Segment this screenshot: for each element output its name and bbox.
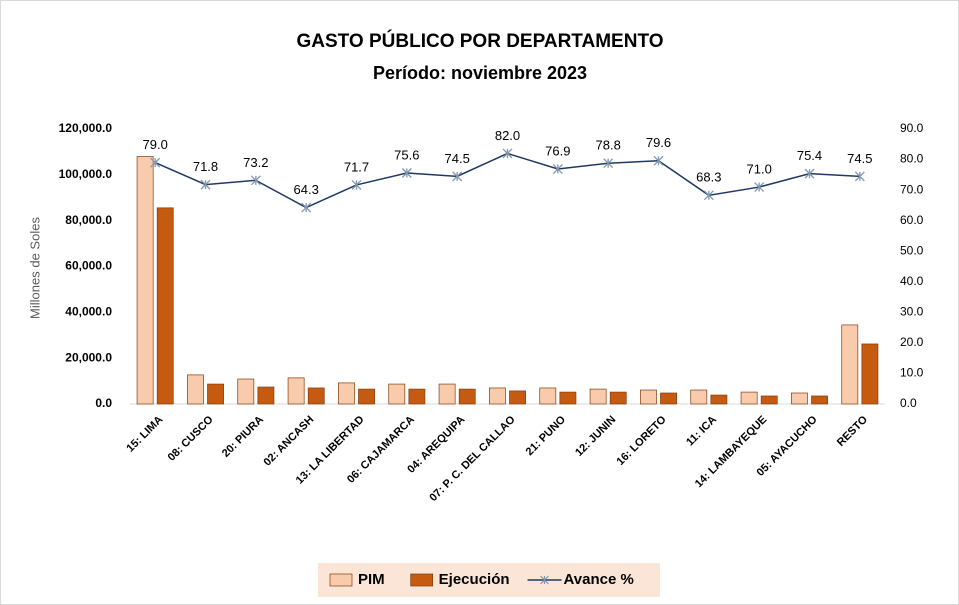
chart-subtitle: Período: noviembre 2023 (373, 63, 587, 83)
bar (257, 386, 275, 405)
y2-tick-label: 0.0 (900, 396, 917, 410)
bar (509, 390, 526, 405)
marker (703, 190, 714, 201)
y2-tick-label: 30.0 (900, 305, 924, 319)
y-tick-label: 20,000.0 (65, 350, 112, 364)
bar (791, 392, 808, 405)
legend-label: Avance % (564, 571, 634, 588)
data-label: 79.6 (646, 135, 671, 150)
marker (452, 171, 463, 182)
marker (603, 158, 614, 169)
y-tick-label: 80,000.0 (65, 213, 112, 227)
marker (401, 168, 412, 178)
bar (187, 374, 204, 405)
y2-tick-label: 20.0 (900, 335, 924, 349)
data-label: 73.2 (243, 155, 268, 170)
y2-tick-label: 10.0 (900, 366, 924, 380)
bar (207, 383, 224, 405)
bar (489, 387, 506, 405)
marker (250, 175, 261, 186)
bar (539, 387, 557, 405)
y2-tick-label: 90.0 (900, 121, 924, 135)
chart-title: GASTO PÚBLICO POR DEPARTAMENTO (296, 30, 663, 52)
y2-tick-label: 40.0 (900, 274, 924, 288)
bar (338, 382, 355, 405)
y-tick-label: 40,000.0 (65, 305, 112, 319)
marker (150, 157, 161, 168)
bar (589, 388, 607, 405)
data-label: 64.3 (294, 182, 319, 197)
bar (237, 378, 255, 405)
data-label: 76.9 (545, 143, 570, 158)
y-tick-label: 100,000.0 (59, 167, 113, 181)
y-tick-label: 120,000.0 (59, 121, 113, 135)
bar (136, 156, 154, 405)
legend-marker (540, 575, 549, 585)
bar (640, 389, 657, 405)
legend-label: Ejecución (439, 571, 510, 588)
bar (760, 395, 778, 405)
data-label: 68.3 (696, 170, 721, 185)
data-label: 71.0 (747, 161, 772, 176)
data-label: 82.0 (495, 128, 520, 143)
bar (307, 387, 325, 405)
y2-tick-label: 70.0 (900, 182, 924, 196)
bar (156, 207, 174, 405)
data-label: 79.0 (143, 137, 168, 152)
bar (358, 388, 375, 405)
bar (861, 343, 879, 405)
data-label: 78.8 (596, 138, 621, 153)
marker (653, 155, 664, 166)
marker (301, 202, 312, 213)
marker (351, 179, 362, 190)
data-label: 75.6 (394, 147, 419, 162)
marker (754, 182, 765, 193)
bar (609, 391, 627, 405)
bar (740, 391, 758, 405)
data-label: 75.4 (797, 148, 822, 163)
y2-tick-label: 80.0 (900, 152, 924, 166)
bar (458, 388, 476, 405)
marker (854, 171, 865, 182)
data-label: 71.7 (344, 159, 369, 174)
bar (438, 383, 456, 405)
bar (690, 389, 708, 405)
bar (408, 388, 426, 405)
legend-swatch (410, 573, 434, 587)
marker (200, 179, 211, 190)
marker (804, 168, 815, 179)
legend-background (318, 563, 660, 597)
y-tick-label: 60,000.0 (65, 259, 112, 273)
data-label: 74.5 (847, 151, 872, 166)
bar (559, 391, 577, 405)
bar (841, 324, 859, 405)
marker (502, 148, 513, 159)
data-label: 71.8 (193, 159, 218, 174)
data-label: 74.5 (445, 151, 470, 166)
y-tick-label: 0.0 (95, 396, 112, 410)
y-axis-label: Millones de Soles (27, 217, 42, 319)
bar (287, 377, 305, 405)
bar (660, 392, 677, 405)
marker (552, 164, 563, 174)
bar (811, 395, 828, 405)
y2-tick-label: 60.0 (900, 213, 924, 227)
y2-tick-label: 50.0 (900, 243, 924, 257)
bar (710, 394, 728, 405)
bar (388, 383, 406, 405)
legend-label: PIM (358, 571, 385, 588)
legend-swatch (329, 573, 353, 587)
